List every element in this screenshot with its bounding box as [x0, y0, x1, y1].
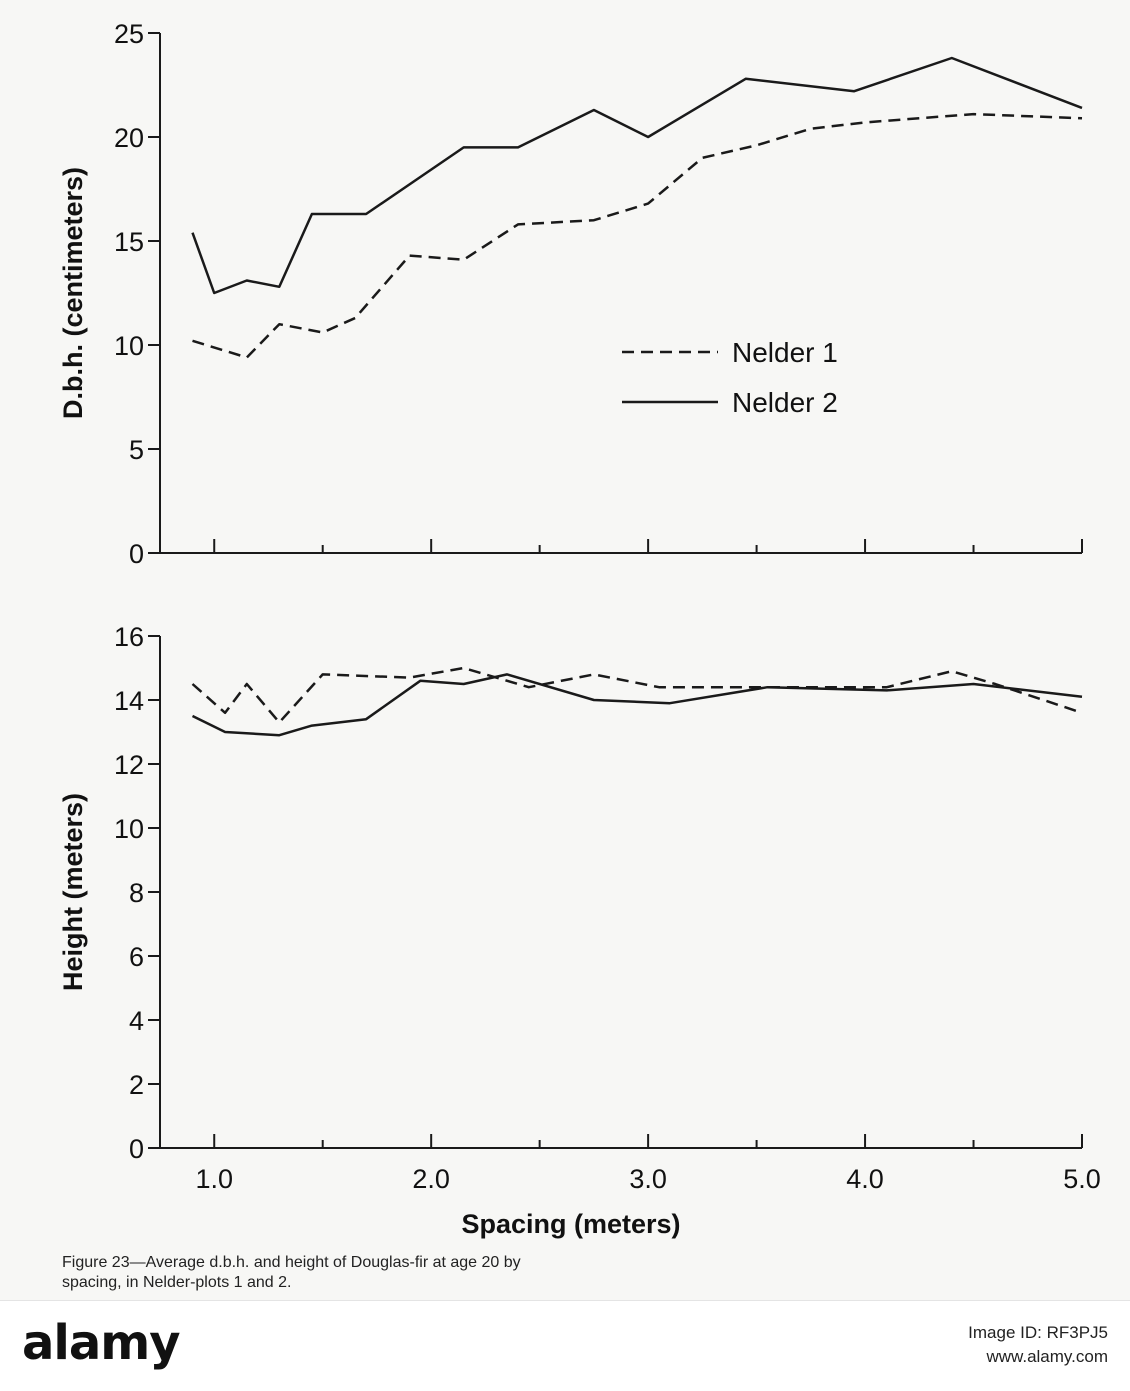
caption-line-2: spacing, in Nelder-plots 1 and 2. [62, 1274, 292, 1291]
y-tick-label: 14 [114, 686, 144, 716]
y-tick-label: 20 [114, 123, 144, 153]
y-tick-label: 8 [129, 878, 144, 908]
legend-label-nelder-2: Nelder 2 [732, 387, 838, 418]
y-axis-title: D.b.h. (centimeters) [58, 167, 88, 419]
series-line-nelder-2 [191, 56, 1083, 295]
y-tick-label: 4 [129, 1006, 144, 1036]
height-chart: 0 2 4 6 8 10 12 14 16 1.0 2.0 3.0 4.0 5.0 Height (mete… [58, 622, 1101, 1239]
watermark-info: Image ID: RF3PJ5 www.alamy.com [968, 1321, 1108, 1369]
figure-caption: Figure 23—Average d.b.h. and height of D… [62, 1253, 702, 1293]
watermark-image-id: Image ID: RF3PJ5 [968, 1323, 1108, 1342]
x-axis-title: Spacing (meters) [461, 1209, 680, 1239]
series-line-nelder-1 [192, 112, 1083, 359]
y-tick-label: 12 [114, 750, 144, 780]
dbh-chart: 0 5 10 15 20 25 D.b.h. (centimeters) Nelder 1 Ne… [58, 19, 1083, 569]
x-tick-label: 5.0 [1063, 1164, 1101, 1194]
x-tick-label: 3.0 [629, 1164, 667, 1194]
y-tick-label: 0 [129, 1134, 144, 1164]
y-tick-label: 10 [114, 814, 144, 844]
x-tick-label: 2.0 [412, 1164, 450, 1194]
x-tick-label: 4.0 [846, 1164, 884, 1194]
watermark-logo: alamy [22, 1315, 181, 1371]
y-tick-label: 25 [114, 19, 144, 49]
figure: 0 5 10 15 20 25 D.b.h. (centimeters) Nelder 1 Ne… [58, 19, 1101, 1293]
watermark-bar: alamy Image ID: RF3PJ5 www.alamy.com [0, 1300, 1130, 1391]
legend-label-nelder-1: Nelder 1 [732, 337, 838, 368]
y-tick-label: 6 [129, 942, 144, 972]
x-tick-label: 1.0 [195, 1164, 233, 1194]
y-tick-label: 15 [114, 227, 144, 257]
y-tick-label: 2 [129, 1070, 144, 1100]
series-line-nelder-1 [191, 666, 1083, 724]
y-axis-title: Height (meters) [58, 793, 88, 991]
y-tick-label: 5 [129, 435, 144, 465]
y-tick-label: 10 [114, 331, 144, 361]
watermark-site: www.alamy.com [986, 1347, 1108, 1366]
y-tick-label: 0 [129, 539, 144, 569]
series-line-nelder-2 [191, 673, 1083, 737]
y-tick-label: 16 [114, 622, 144, 652]
caption-line-1: Figure 23—Average d.b.h. and height of D… [62, 1254, 521, 1271]
